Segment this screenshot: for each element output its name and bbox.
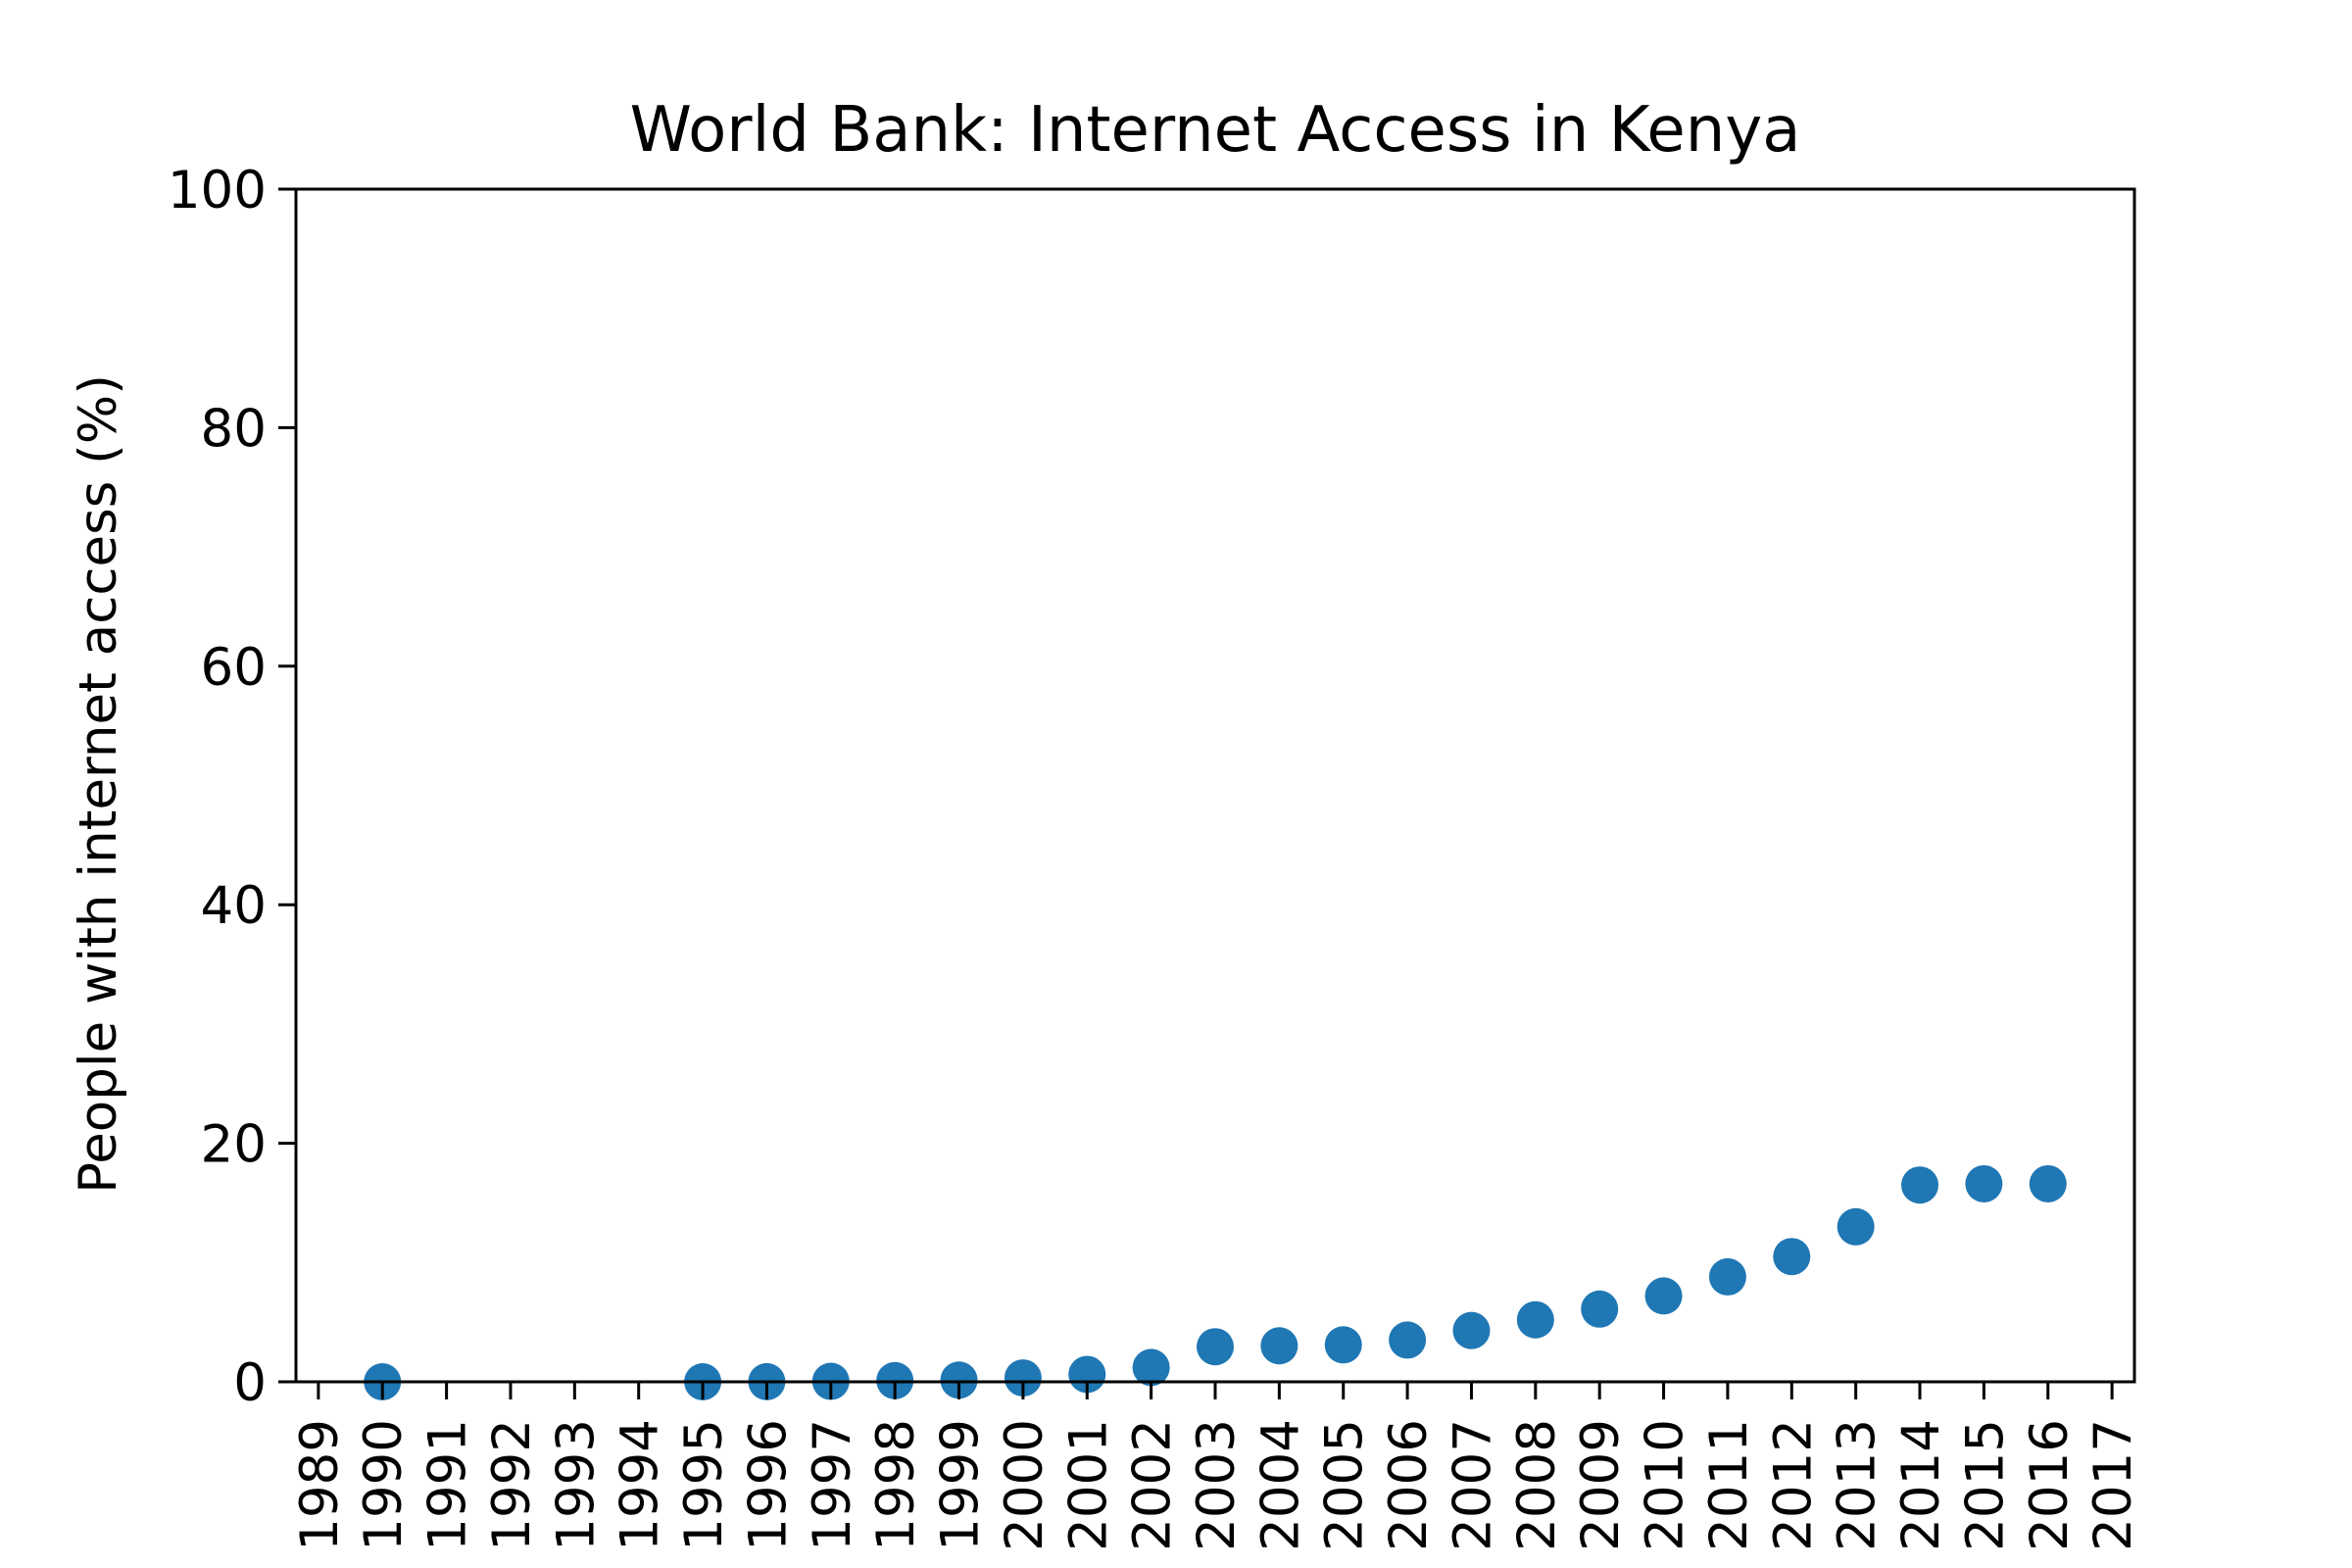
x-tick-label: 2004 — [1250, 1419, 1310, 1551]
data-point — [1004, 1359, 1042, 1397]
data-point — [1708, 1257, 1746, 1296]
x-tick-label: 1994 — [611, 1419, 670, 1551]
y-tick-label: 80 — [201, 399, 267, 459]
y-tick-label: 100 — [168, 161, 267, 220]
x-tick-label: 2002 — [1123, 1419, 1183, 1551]
x-tick-label: 2007 — [1443, 1419, 1502, 1551]
x-tick-label: 2014 — [1891, 1419, 1951, 1551]
data-point — [1260, 1327, 1298, 1365]
data-point — [1068, 1355, 1106, 1394]
x-tick-label: 2010 — [1636, 1419, 1695, 1551]
chart-title: World Bank: Internet Access in Kenya — [630, 94, 1801, 167]
y-axis-label: People with internet access (%) — [69, 374, 128, 1194]
data-point — [1773, 1238, 1811, 1276]
x-tick-label: 1992 — [482, 1419, 542, 1551]
data-point — [1324, 1326, 1362, 1364]
x-tick-label: 1990 — [354, 1419, 414, 1551]
data-point — [1452, 1311, 1491, 1349]
x-tick-label: 2012 — [1763, 1419, 1823, 1551]
x-tick-label: 1995 — [674, 1419, 734, 1551]
y-tick-label: 20 — [201, 1115, 267, 1175]
data-point — [2029, 1164, 2067, 1202]
x-tick-label: 2017 — [2083, 1419, 2143, 1551]
x-tick-label: 2001 — [1058, 1419, 1118, 1551]
data-point — [1901, 1166, 1939, 1204]
x-tick-label: 2016 — [2020, 1419, 2080, 1551]
x-tick-label: 2008 — [1507, 1419, 1567, 1551]
x-tick-label: 2006 — [1379, 1419, 1439, 1551]
plot-area: 0 20 40 60 80 100 1989 1990 1991 1992 1993 1994 1995… — [168, 161, 2143, 1551]
y-tick-label: 60 — [201, 638, 267, 698]
data-point — [1644, 1277, 1683, 1315]
x-tick-label: 2000 — [995, 1419, 1054, 1551]
x-tick-label: 1989 — [290, 1419, 350, 1551]
data-point — [1581, 1290, 1619, 1328]
x-tick-label: 2015 — [1955, 1419, 2015, 1551]
x-tick-label: 2009 — [1571, 1419, 1631, 1551]
x-tick-label: 1991 — [418, 1419, 478, 1551]
x-tick-label: 2003 — [1187, 1419, 1247, 1551]
data-point — [1837, 1207, 1875, 1246]
data-point — [1197, 1328, 1234, 1366]
x-tick-label: 1997 — [803, 1419, 862, 1551]
data-point — [940, 1361, 978, 1399]
data-point — [1132, 1348, 1170, 1387]
data-point — [1516, 1300, 1554, 1339]
x-tick-label: 2005 — [1315, 1419, 1375, 1551]
x-tick-label: 1996 — [738, 1419, 798, 1551]
data-point — [1389, 1321, 1427, 1359]
x-tick-label: 1998 — [866, 1419, 926, 1551]
y-tick-label: 0 — [233, 1353, 267, 1413]
data-point — [1965, 1164, 2003, 1202]
x-tick-label: 1993 — [546, 1419, 606, 1551]
x-tick-label: 2011 — [1699, 1419, 1759, 1551]
y-tick-label: 40 — [201, 876, 267, 936]
x-tick-label: 2013 — [1828, 1419, 1887, 1551]
x-tick-label: 1999 — [931, 1419, 991, 1551]
